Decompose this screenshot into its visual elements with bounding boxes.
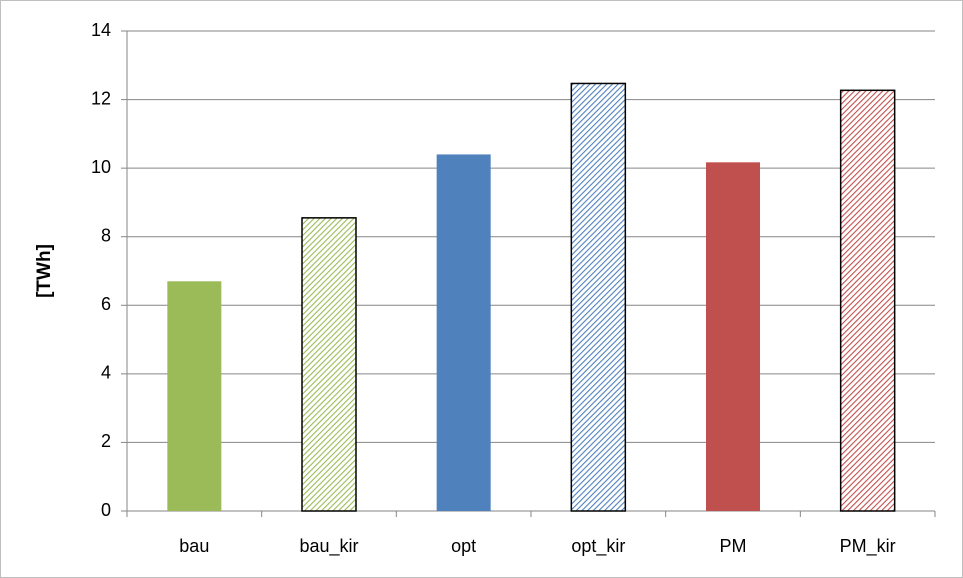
y-tick-label: 10 — [91, 157, 111, 177]
bar — [839, 89, 896, 512]
x-tick-label: bau — [179, 536, 209, 556]
y-axis-title: [TWh] — [34, 244, 55, 298]
x-tick-label: bau_kir — [299, 536, 358, 557]
y-tick-label: 12 — [91, 88, 111, 108]
y-tick-label: 6 — [101, 294, 111, 314]
bar — [301, 217, 357, 512]
x-tick-label: opt — [451, 536, 476, 556]
y-tick-label: 14 — [91, 20, 111, 40]
y-tick-label: 4 — [101, 363, 111, 383]
y-tick-label: 0 — [101, 500, 111, 520]
x-tick-label: PM_kir — [840, 536, 896, 557]
x-tick-label: opt_kir — [571, 536, 625, 557]
y-tick-label: 8 — [101, 225, 111, 245]
y-tick-label: 2 — [101, 431, 111, 451]
bar — [706, 162, 760, 512]
x-tick-label: PM — [720, 536, 747, 556]
bar — [436, 154, 491, 511]
bar — [167, 281, 222, 511]
bar — [570, 82, 627, 512]
